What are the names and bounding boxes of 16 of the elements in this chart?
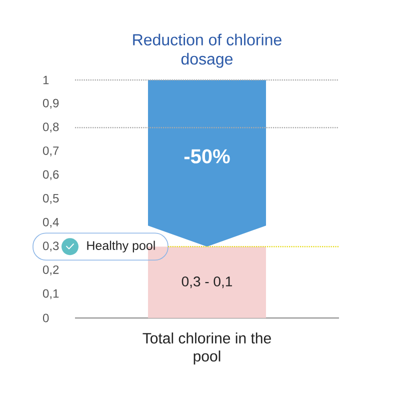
y-tick-label: 0,4: [42, 218, 59, 228]
ref-line-label: Healthy pool: [87, 240, 155, 252]
y-tick-label: 0,5: [42, 194, 59, 204]
y-tick-label: 0: [42, 314, 49, 322]
y-tick-label: 0,1: [42, 289, 59, 300]
y-tick-label: 0,2: [42, 265, 59, 276]
data-label: 0,3 - 0,1: [182, 276, 232, 288]
y-tick-label: 0,3: [42, 242, 59, 252]
y-tick-label: 0,7: [42, 146, 59, 156]
x-tick-label: Total chlorine in the pool: [142, 332, 271, 364]
y-tick-label: 0,6: [42, 170, 59, 180]
annotation: -50%: [184, 149, 230, 164]
chart-title: Reduction of chlorine dosage: [133, 34, 282, 68]
y-tick-label: 0,8: [42, 122, 59, 133]
y-tick-label: 1: [43, 76, 49, 84]
y-tick-label: 0,9: [42, 98, 59, 109]
